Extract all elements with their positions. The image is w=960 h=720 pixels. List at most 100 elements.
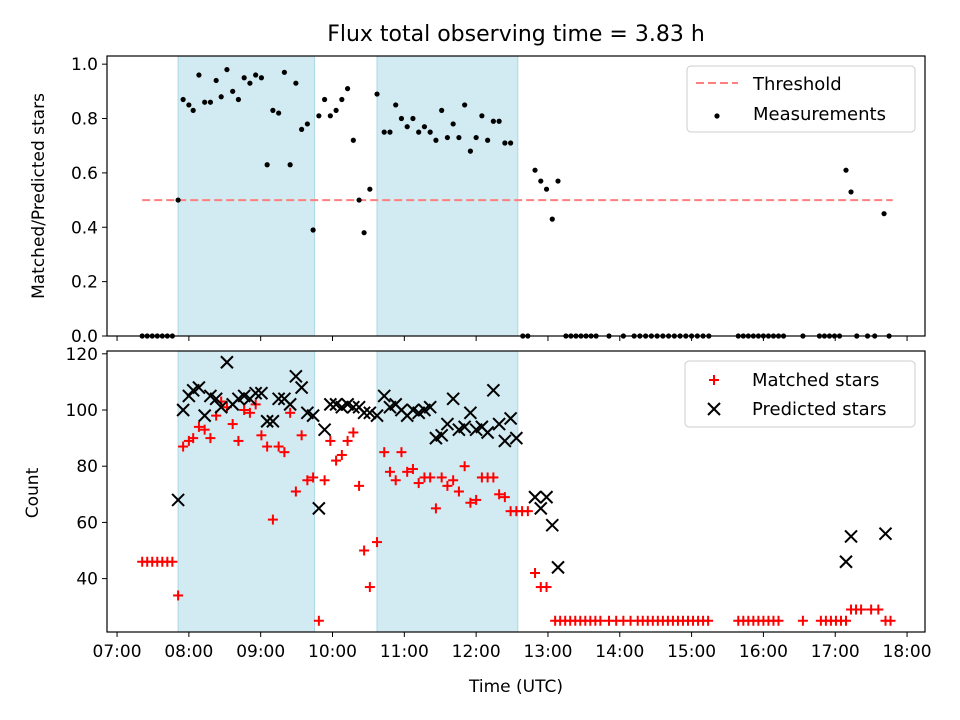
measurement-point — [339, 96, 345, 103]
predicted-star-point — [176, 403, 190, 417]
matched-star-point — [425, 472, 436, 483]
measurement-point — [555, 178, 561, 184]
legend-predicted: Predicted stars — [752, 399, 886, 420]
matched-star-point — [199, 424, 210, 435]
matched-star-point — [188, 433, 199, 444]
predicted-star-point — [539, 490, 554, 504]
bottom-ytick-label: 80 — [76, 457, 98, 477]
matched-star-point — [239, 405, 250, 416]
measurement-point — [299, 126, 305, 132]
predicted-star-point — [306, 408, 320, 423]
matched-star-point — [193, 421, 204, 432]
matched-star-point — [285, 407, 296, 418]
matched-star-point — [413, 478, 424, 489]
predicted-star-point — [492, 417, 506, 431]
measurement-point — [462, 102, 468, 108]
matched-star-point — [396, 447, 407, 458]
matched-star-point — [308, 472, 319, 483]
top-panel: 0.0 0.2 0.4 0.6 0.8 1.0 Matched/Predicted sta… — [29, 55, 926, 347]
measurement-point — [421, 124, 428, 130]
measurement-point — [258, 75, 265, 81]
predicted-star-point — [486, 383, 501, 398]
bottom-panel: 40 60 80 100 120 07:00 08:00 09:00 10:00 11:00 12… — [23, 345, 932, 697]
measurement-point — [479, 113, 485, 119]
matched-star-point — [703, 615, 714, 626]
measurement-point — [439, 107, 445, 113]
matched-star-point — [407, 464, 418, 475]
measurement-point — [367, 186, 373, 192]
predicted-star-point — [171, 493, 185, 507]
measurement-point — [281, 69, 287, 75]
measurement-point — [350, 137, 356, 143]
measurement-point — [843, 167, 849, 173]
matched-star-point — [488, 472, 499, 483]
matched-star-point — [290, 486, 301, 497]
matched-star-point — [390, 475, 401, 486]
matched-star-point — [178, 441, 189, 452]
matched-star-point — [773, 615, 784, 626]
matched-star-point — [841, 615, 852, 626]
bottom-legend: Matched stars Predicted stars — [684, 360, 916, 428]
measurement-point — [287, 162, 293, 168]
measurement-point — [404, 124, 410, 130]
predicted-star-point — [457, 420, 472, 434]
measurement-point — [333, 107, 339, 113]
predicted-star-point — [844, 529, 858, 544]
measurement-point — [213, 77, 219, 84]
predicted-star-point — [534, 501, 548, 516]
bottom-xtick-label: 07:00 — [93, 642, 142, 662]
predicted-star-point — [283, 397, 297, 412]
predicted-star-point — [271, 392, 286, 406]
measurement-point — [207, 99, 214, 105]
matched-star-point — [797, 615, 808, 626]
predicted-star-point — [434, 428, 449, 443]
predicted-star-point — [878, 526, 893, 541]
predicted-star-point — [254, 386, 269, 400]
bottom-ytick-label: 120 — [66, 345, 98, 365]
measurement-point — [549, 216, 555, 222]
measurement-point — [316, 113, 322, 119]
measurement-point — [381, 129, 387, 135]
predicted-star-point — [370, 408, 384, 423]
measurement-point — [180, 96, 186, 103]
matched-star-point — [279, 447, 290, 458]
measurement-point — [361, 230, 367, 236]
predicted-star-point — [423, 400, 437, 414]
predicted-star-point — [446, 392, 460, 406]
measurement-point — [186, 102, 192, 108]
bottom-xlabel: Time (UTC) — [468, 677, 563, 697]
measurement-point — [276, 110, 282, 116]
predicted-star-point — [209, 392, 223, 406]
matched-star-point — [348, 427, 359, 438]
matched-star-point — [325, 435, 336, 446]
predicted-star-point — [363, 406, 377, 420]
top-ytick-label: 0.0 — [71, 327, 98, 347]
top-ylabel: Matched/Predicted stars — [29, 93, 49, 299]
measurement-point — [543, 186, 550, 192]
bottom-xtick-label: 10:00 — [308, 642, 357, 662]
matched-star-point — [379, 447, 390, 458]
top-ytick-label: 0.4 — [71, 218, 98, 238]
measurement-point — [356, 197, 362, 203]
matched-star-point — [273, 441, 284, 452]
bottom-ytick-label: 40 — [76, 570, 98, 590]
predicted-legend-marker — [707, 402, 721, 416]
measurement-point — [467, 148, 473, 154]
matched-star-point — [448, 475, 459, 486]
matched-star-point — [233, 435, 244, 446]
matched-star-point — [227, 419, 238, 430]
matched-star-point — [256, 430, 267, 441]
matched-star-point — [336, 449, 347, 460]
bottom-xtick-label: 09:00 — [236, 642, 285, 662]
bottom-axes-frame — [106, 350, 926, 633]
predicted-star-point — [346, 400, 361, 414]
matched-star-point — [856, 604, 867, 615]
bottom-xtick-label: 11:00 — [380, 642, 429, 662]
predicted-star-point — [220, 355, 234, 369]
bottom-ytick-label: 100 — [66, 401, 98, 421]
top-axes-frame — [106, 55, 926, 337]
matched-star-point — [331, 455, 342, 466]
predicted-star-point — [509, 431, 524, 445]
measurement-point — [190, 107, 196, 113]
predicted-star-point — [266, 414, 280, 428]
